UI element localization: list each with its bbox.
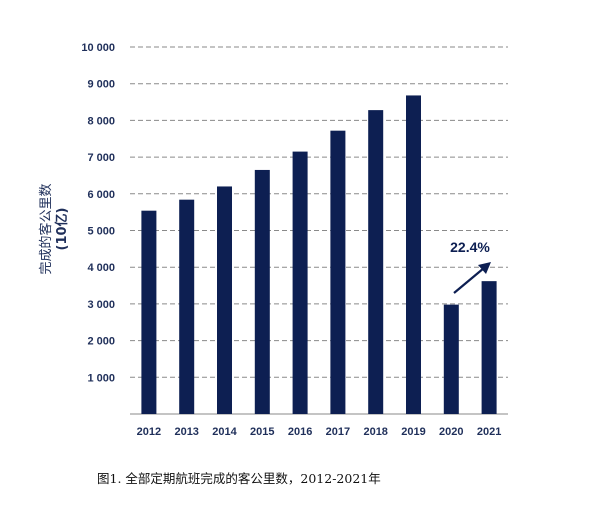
bars bbox=[141, 95, 497, 415]
bar-2013 bbox=[179, 199, 195, 414]
x-tick-label: 2019 bbox=[401, 426, 425, 438]
y-tick-label: 8 000 bbox=[87, 115, 115, 127]
y-tick-label: 1 000 bbox=[87, 372, 115, 384]
bar-2019 bbox=[406, 95, 421, 414]
bar-2021 bbox=[481, 281, 497, 414]
x-tick-label: 2014 bbox=[212, 426, 237, 438]
y-axis-label: 完成的客公里数 (10亿) bbox=[38, 183, 70, 274]
bar-2018 bbox=[368, 110, 384, 415]
growth-arrow bbox=[453, 267, 485, 294]
bar-2014 bbox=[217, 186, 232, 414]
bar-2016 bbox=[292, 151, 308, 414]
y-axis-label-line1: 完成的客公里数 bbox=[38, 183, 54, 274]
x-tick-label: 2015 bbox=[250, 426, 274, 438]
x-tick-label: 2018 bbox=[363, 426, 387, 438]
x-axis-ticks: 2012 2013 2014 2015 2016 2017 2018 2019 2020 2021 bbox=[137, 426, 502, 438]
figure-caption: 图1. 全部定期航班完成的客公里数，2012-2021年 bbox=[97, 471, 381, 486]
growth-arrow-head bbox=[478, 262, 491, 274]
y-tick-label: 3 000 bbox=[87, 299, 115, 311]
bar-2015 bbox=[254, 169, 270, 414]
bar-2020 bbox=[443, 304, 459, 414]
y-axis-label-line2: (10亿) bbox=[54, 208, 70, 251]
y-tick-label: 2 000 bbox=[87, 336, 115, 348]
y-tick-label: 10 000 bbox=[81, 42, 115, 54]
x-tick-label: 2017 bbox=[326, 426, 350, 438]
y-tick-label: 6 000 bbox=[87, 189, 115, 201]
x-tick-label: 2020 bbox=[439, 426, 463, 438]
y-axis-ticks: 1 000 2 000 3 000 4 000 5 000 6 000 7 000 8 000… bbox=[81, 42, 115, 384]
x-tick-label: 2013 bbox=[174, 426, 198, 438]
x-tick-label: 2012 bbox=[137, 426, 161, 438]
y-tick-label: 4 000 bbox=[87, 262, 115, 274]
y-tick-label: 7 000 bbox=[87, 152, 115, 164]
bar-2017 bbox=[330, 130, 346, 414]
x-tick-label: 2021 bbox=[477, 426, 501, 438]
y-tick-label: 9 000 bbox=[87, 79, 115, 91]
y-tick-label: 5 000 bbox=[87, 226, 115, 238]
bar-2012 bbox=[141, 210, 157, 414]
growth-annotation: 22.4% bbox=[450, 239, 490, 255]
x-tick-label: 2016 bbox=[288, 426, 312, 438]
